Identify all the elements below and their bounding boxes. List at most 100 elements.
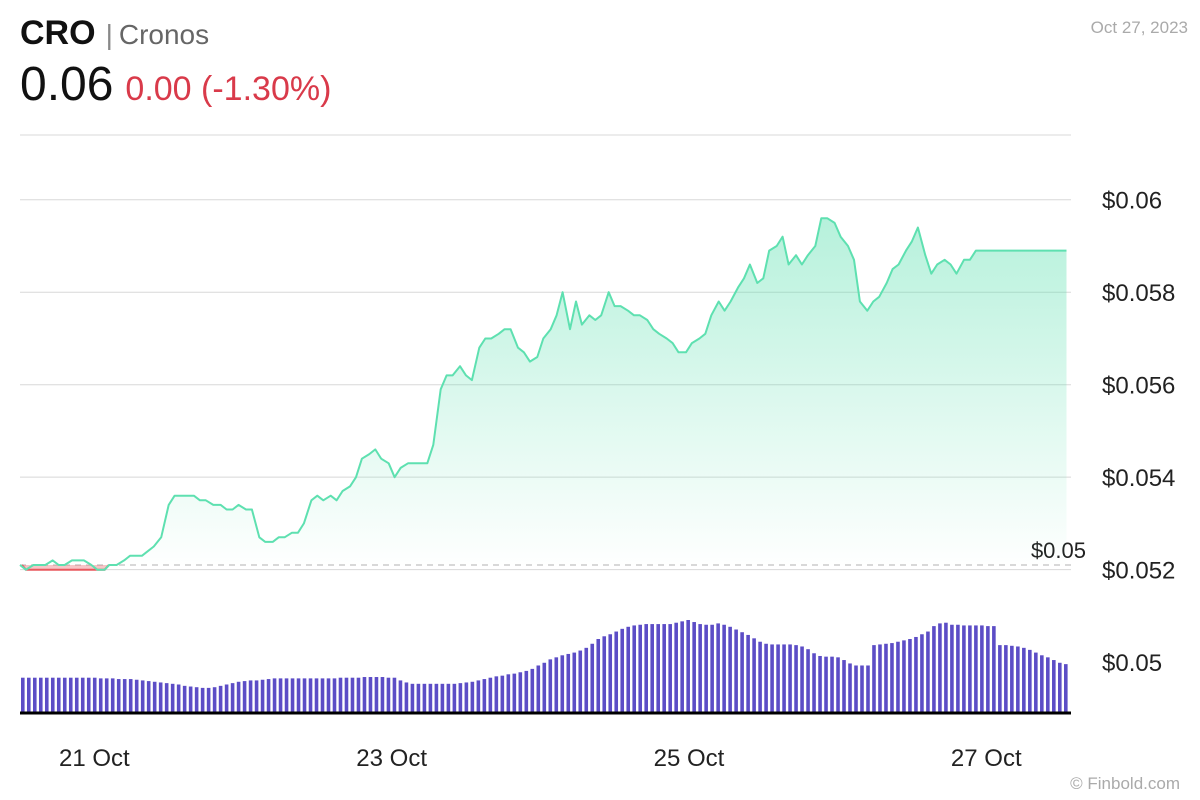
volume-bar (344, 677, 349, 713)
volume-bar (152, 681, 157, 713)
volume-bar (506, 674, 511, 713)
y-tick-label: $0.056 (1102, 373, 1175, 400)
price-change: 0.00 (-1.30%) (125, 70, 332, 108)
volume-bar (800, 646, 804, 713)
volume-bar (896, 641, 900, 713)
volume-bar (494, 676, 499, 713)
volume-bar (338, 677, 343, 713)
volume-bar (38, 677, 43, 713)
volume-bar (356, 677, 361, 713)
x-tick-label: 25 Oct (654, 745, 725, 772)
volume-bar (692, 622, 696, 713)
volume-bar (212, 687, 217, 713)
volume-bar (854, 665, 858, 713)
volume-bar (680, 621, 684, 713)
current-price: 0.06 (20, 58, 114, 111)
volume-bar (116, 679, 121, 713)
volume-bar (824, 656, 828, 713)
volume-bar (704, 624, 708, 713)
volume-bar (1028, 649, 1032, 713)
volume-bar (518, 672, 523, 713)
volume-bar (794, 645, 798, 713)
volume-bar (302, 678, 307, 713)
volume-bar (1052, 660, 1056, 713)
volume-bar (890, 643, 894, 713)
volume-bar (818, 655, 822, 713)
volume-bar (470, 681, 475, 713)
volume-bar (26, 677, 31, 713)
volume-bar (32, 677, 37, 713)
volume-bar (272, 678, 277, 713)
y-tick-label: $0.05 (1102, 650, 1162, 677)
volume-bar (782, 644, 786, 713)
volume-bar (326, 678, 331, 713)
volume-bar (932, 626, 936, 713)
volume-bar (134, 679, 139, 713)
volume-bar (968, 625, 972, 713)
volume-bar (668, 624, 672, 713)
volume-bar (374, 677, 379, 713)
volume-bar (578, 650, 583, 713)
volume-bar (662, 624, 666, 713)
volume-bar (452, 683, 457, 713)
volume-bar (1046, 657, 1050, 713)
volume-bar (626, 626, 631, 713)
volume-bar (638, 624, 643, 713)
volume-bar (188, 686, 193, 713)
volume-bar (56, 677, 61, 713)
volume-bar (332, 678, 337, 713)
volume-bar (842, 660, 846, 713)
volume-bar (182, 685, 187, 713)
volume-bar (830, 656, 834, 713)
volume-bar (956, 624, 960, 713)
volume-bar (998, 645, 1002, 713)
volume-bar (1010, 645, 1014, 713)
volume-bar (362, 677, 367, 713)
volume-bar (962, 625, 966, 713)
volume-bar (464, 682, 469, 713)
price-area (20, 218, 1067, 570)
volume-bar (1058, 662, 1062, 713)
volume-bar (476, 680, 481, 713)
volume-bar (248, 680, 253, 713)
volume-bar (458, 683, 463, 713)
volume-bar (62, 677, 67, 713)
y-tick-label: $0.06 (1102, 188, 1162, 215)
volume-bar (992, 626, 996, 713)
volume-bar (278, 678, 283, 713)
volume-bar (530, 668, 535, 713)
volume-bar (206, 687, 211, 713)
volume-bar (554, 657, 559, 713)
volume-bar (734, 629, 738, 713)
volume-bar (218, 685, 223, 713)
volume-bar (284, 678, 289, 713)
volume-bar (764, 643, 768, 713)
volume-bar (44, 677, 49, 713)
volume-bar (596, 639, 601, 713)
volume-bar (416, 683, 421, 713)
volume-bar (752, 638, 756, 713)
volume-bar (104, 678, 109, 713)
volume-bar (656, 624, 660, 713)
volume-bar (812, 653, 816, 713)
volume-bar (986, 626, 990, 713)
volume-bar (290, 678, 295, 713)
volume-bar (788, 644, 792, 713)
volume-bar (86, 677, 91, 713)
volume-bar (1022, 647, 1026, 713)
volume-bar (878, 644, 882, 713)
volume-bar (914, 636, 918, 713)
volume-bar (368, 677, 373, 713)
volume-bar (524, 670, 529, 713)
volume-bar (1034, 652, 1038, 713)
volume-bar (230, 683, 235, 713)
volume-bar (50, 677, 55, 713)
price-line: 0.06 0.00 (-1.30%) (20, 57, 331, 112)
volume-bar (1064, 664, 1068, 713)
x-tick-label: 23 Oct (356, 745, 427, 772)
volume-bar (872, 645, 876, 713)
volume-bar (422, 683, 427, 713)
volume-bar (350, 677, 355, 713)
volume-bar (980, 625, 984, 713)
